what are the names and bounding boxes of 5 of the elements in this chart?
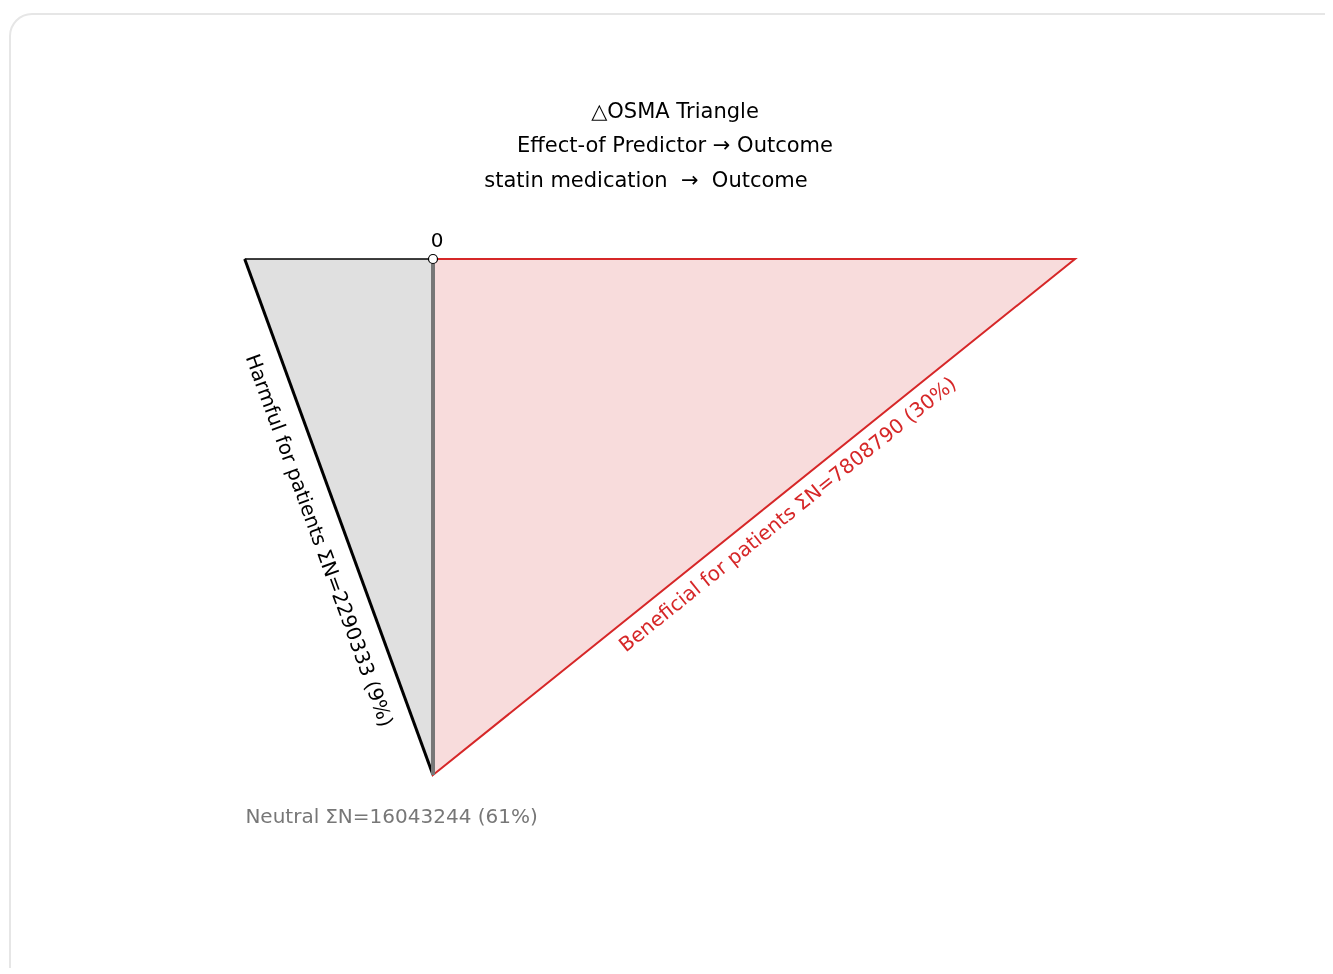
text: Effect-of Predictor → Outcome statin medication → Outcome — [484, 133, 833, 192]
text: 0 — [430, 228, 444, 252]
data-label: ΣN=16043244 (61%) — [325, 803, 538, 828]
category-label: Neutral — [245, 803, 320, 828]
text: △OSMA Triangle — [591, 99, 759, 123]
